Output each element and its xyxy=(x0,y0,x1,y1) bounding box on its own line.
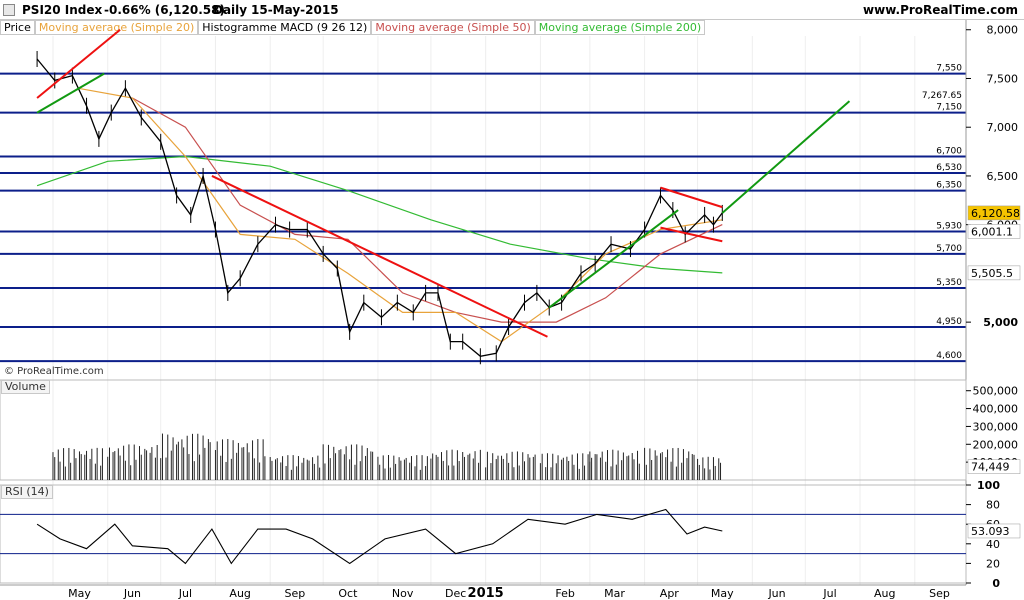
x-tick-label: Jul xyxy=(178,587,192,600)
trendline-5 xyxy=(36,72,105,114)
trendline-6 xyxy=(548,209,679,309)
trendline-4 xyxy=(660,226,723,243)
last-ma200-tag-label: 5,505.5 xyxy=(971,267,1013,280)
level-label: 4,950 xyxy=(936,317,962,327)
indicator-tab-3[interactable]: Histogramme MACD (9 26 12) xyxy=(198,20,372,35)
ma200-line xyxy=(36,155,723,274)
rsi-tick-label: 100 xyxy=(977,479,1000,492)
level-label: 5,700 xyxy=(936,244,962,254)
level-label: 4,600 xyxy=(936,351,962,361)
volume-tick-label: 400,000 xyxy=(973,403,1019,416)
x-tick-label: Jun xyxy=(767,587,785,600)
level-label: 5,930 xyxy=(936,221,962,231)
volume-tick-label: 500,000 xyxy=(973,385,1019,398)
daily-change: -0.66% (6,120.58) xyxy=(104,3,225,17)
x-tick-label: Mar xyxy=(604,587,625,600)
last-ma50-tag-box xyxy=(967,224,1021,239)
rsi-tick-label: 40 xyxy=(986,538,1000,551)
level-label: 7,550 xyxy=(936,64,962,74)
trendline-3 xyxy=(660,186,723,209)
volume-tick-label: 300,000 xyxy=(973,420,1019,433)
ma50-line xyxy=(132,97,723,323)
indicator-tabs: Price Moving average (Simple 20) Histogram… xyxy=(0,20,706,35)
x-tick-label: Jun xyxy=(123,587,141,600)
volume-last-box xyxy=(967,459,1021,474)
chart-header: PSI20 Index -0.66% (6,120.58) Daily 15-M… xyxy=(0,0,1024,20)
rsi-tick-label: 80 xyxy=(986,499,1000,512)
volume-tick-label: 200,000 xyxy=(973,438,1019,451)
price-tick-label: 7,500 xyxy=(987,72,1019,85)
x-tick-label: Nov xyxy=(392,587,414,600)
instrument-name: PSI20 Index xyxy=(22,3,103,17)
last-ma200-tag-box xyxy=(967,265,1021,281)
x-tick-label: Aug xyxy=(874,587,895,600)
x-tick-label: Sep xyxy=(285,587,306,600)
last-ma50-tag-label: 6,001.1 xyxy=(971,225,1013,238)
level-label: 7,150 xyxy=(936,103,962,113)
x-tick-label: Feb xyxy=(555,587,574,600)
x-tick-label: Apr xyxy=(660,587,680,600)
level-label: 5,350 xyxy=(936,278,962,288)
x-tick-label: Sep xyxy=(929,587,950,600)
rsi-panel-title: RSI (14) xyxy=(1,485,53,499)
price-tick-label: 6,500 xyxy=(987,170,1019,183)
x-tick-label: Oct xyxy=(338,587,358,600)
trendline-7 xyxy=(721,100,851,214)
copyright-label: © ProRealTime.com xyxy=(4,366,104,377)
rsi-tick-label: 0 xyxy=(992,577,1000,590)
level-label: 7,267.65 xyxy=(922,91,962,101)
x-tick-label: Aug xyxy=(229,587,250,600)
indicator-tab-2[interactable]: Moving average (Simple 20) xyxy=(34,20,199,35)
level-label: 6,350 xyxy=(936,181,962,191)
price-tick-label: 5,000 xyxy=(983,316,1018,329)
level-label: 6,530 xyxy=(936,163,962,173)
x-tick-label: May xyxy=(711,587,734,600)
last-price-tag-box xyxy=(967,205,1021,221)
volume-last-label: 74,449 xyxy=(971,461,1010,474)
last-price-tag-label: 6,120.58 xyxy=(971,207,1020,220)
rsi-line xyxy=(36,508,723,565)
trendline-1 xyxy=(36,28,121,99)
x-tick-label: May xyxy=(68,587,91,600)
indicator-tab-5[interactable]: Moving average (Simple 200) xyxy=(534,20,706,35)
x-tick-label: Dec xyxy=(445,587,466,600)
price-tick-label: 7,000 xyxy=(987,121,1019,134)
volume-panel-frame xyxy=(0,379,967,481)
date-label: 15-May-2015 xyxy=(251,3,339,17)
level-label: 6,700 xyxy=(936,146,962,156)
rsi-tick-label: 20 xyxy=(986,557,1000,570)
site-label: www.ProRealTime.com xyxy=(863,3,1018,17)
indicator-tab-1[interactable]: Price xyxy=(0,20,35,35)
rsi-last-label: 53.093 xyxy=(971,525,1010,538)
x-tick-label: Jul xyxy=(822,587,836,600)
ma20-line xyxy=(77,87,723,343)
volume-panel-title: Volume xyxy=(1,380,50,394)
price-line xyxy=(36,58,723,357)
rsi-panel-frame xyxy=(0,484,967,584)
indicator-tab-4[interactable]: Moving average (Simple 50) xyxy=(371,20,535,35)
rsi-last-box xyxy=(967,523,1021,539)
period-label: Daily xyxy=(213,3,248,17)
trendline-2 xyxy=(211,175,548,338)
x-tick-label: 2015 xyxy=(468,586,504,600)
price-tick-label: 8,000 xyxy=(987,24,1019,37)
window-icon[interactable] xyxy=(3,4,15,16)
